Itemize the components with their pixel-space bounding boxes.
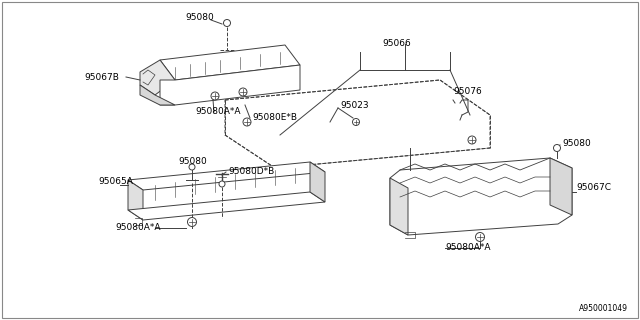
Circle shape bbox=[353, 118, 360, 125]
Text: 95076: 95076 bbox=[453, 87, 482, 97]
Circle shape bbox=[243, 118, 251, 126]
Polygon shape bbox=[225, 80, 490, 168]
Polygon shape bbox=[160, 45, 300, 80]
Polygon shape bbox=[128, 180, 143, 220]
Polygon shape bbox=[160, 65, 300, 105]
Text: 95080: 95080 bbox=[186, 12, 214, 21]
Text: 95080: 95080 bbox=[178, 157, 207, 166]
Text: 95067C: 95067C bbox=[576, 183, 611, 193]
Text: 95080D*B: 95080D*B bbox=[228, 167, 275, 177]
Text: A950001049: A950001049 bbox=[579, 304, 628, 313]
Circle shape bbox=[468, 136, 476, 144]
Circle shape bbox=[554, 145, 561, 151]
Text: 95066: 95066 bbox=[383, 39, 412, 49]
Polygon shape bbox=[140, 85, 175, 105]
Polygon shape bbox=[128, 162, 325, 190]
Polygon shape bbox=[128, 192, 325, 220]
Circle shape bbox=[476, 233, 484, 242]
Polygon shape bbox=[390, 158, 572, 235]
Circle shape bbox=[189, 164, 195, 170]
Polygon shape bbox=[310, 162, 325, 202]
Text: 95080A*A: 95080A*A bbox=[445, 244, 490, 252]
Text: 95080E*B: 95080E*B bbox=[252, 114, 297, 123]
Polygon shape bbox=[550, 158, 572, 215]
Circle shape bbox=[239, 88, 247, 96]
Text: 95080A*A: 95080A*A bbox=[115, 223, 161, 233]
Text: 95080: 95080 bbox=[562, 139, 591, 148]
Polygon shape bbox=[390, 178, 408, 235]
Circle shape bbox=[219, 181, 225, 187]
Polygon shape bbox=[140, 60, 175, 95]
Text: 95067B: 95067B bbox=[84, 73, 119, 82]
Text: 95080A*A: 95080A*A bbox=[195, 108, 241, 116]
Circle shape bbox=[223, 20, 230, 27]
Text: 95065A: 95065A bbox=[98, 178, 133, 187]
Circle shape bbox=[211, 92, 219, 100]
Circle shape bbox=[188, 218, 196, 227]
Text: 95023: 95023 bbox=[340, 100, 369, 109]
